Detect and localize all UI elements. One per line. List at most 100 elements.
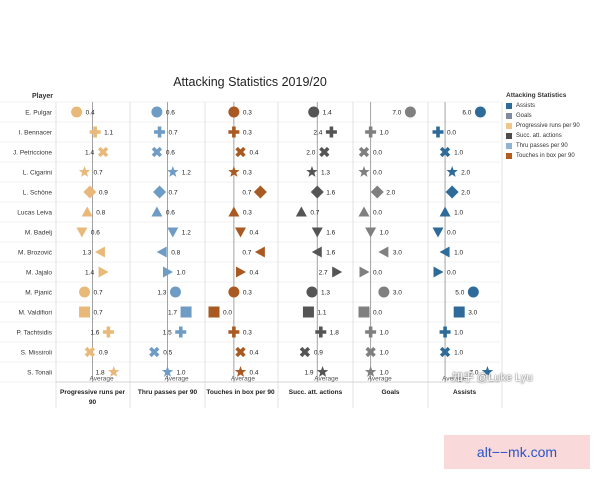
player-name-label: M. Brozović bbox=[18, 250, 53, 257]
data-value-label: 1.3 bbox=[321, 170, 330, 177]
data-value-label: 0.0 bbox=[447, 130, 456, 137]
legend-item-touches-in-box[interactable]: Touches in box per 90 bbox=[506, 151, 598, 161]
cross-marker-path bbox=[319, 146, 330, 158]
circle-marker bbox=[228, 106, 240, 118]
data-value-label: 0.7 bbox=[94, 170, 103, 177]
plus-marker bbox=[439, 326, 451, 338]
legend-item-assists[interactable]: Assists bbox=[506, 101, 598, 111]
star-marker bbox=[316, 366, 329, 377]
data-value-label: 1.9 bbox=[305, 370, 314, 377]
cross-marker bbox=[235, 346, 246, 358]
triangle-right-marker bbox=[433, 266, 444, 278]
column-axis-label: Goals bbox=[381, 389, 399, 396]
column-axis-label: Touches in box per 90 bbox=[206, 389, 275, 396]
data-value-label: 1.2 bbox=[182, 170, 191, 177]
cross-marker-path bbox=[235, 346, 246, 358]
cross-marker bbox=[365, 346, 376, 358]
cross-marker bbox=[299, 346, 311, 358]
plus-marker bbox=[365, 126, 377, 138]
legend-item-goals[interactable]: Goals bbox=[506, 111, 598, 121]
data-value-label: 1.0 bbox=[380, 230, 389, 237]
column-axis-label: 90 bbox=[89, 399, 97, 406]
data-value-label: 0.7 bbox=[169, 190, 178, 197]
legend-label: Goals bbox=[516, 113, 532, 119]
legend-label: Succ. att. actions bbox=[516, 133, 562, 139]
triangle-up-marker bbox=[295, 206, 307, 217]
data-value-label: 0.7 bbox=[242, 250, 251, 257]
legend-label: Progressive runs per 90 bbox=[516, 123, 580, 129]
data-value-label: 0.9 bbox=[314, 350, 323, 357]
triangle-up-marker bbox=[358, 206, 370, 217]
square-swatch-icon bbox=[506, 113, 512, 119]
star-marker bbox=[228, 166, 240, 177]
circle-marker bbox=[71, 106, 83, 118]
data-value-label: 0.7 bbox=[94, 290, 103, 297]
cross-marker-path bbox=[439, 146, 451, 158]
cross-marker bbox=[358, 146, 370, 158]
cross-marker bbox=[97, 146, 109, 158]
cross-marker-path bbox=[151, 146, 163, 158]
triangle-left-marker bbox=[94, 246, 105, 258]
legend-label: Thru passes per 90 bbox=[516, 143, 568, 149]
legend-item-thru-passes[interactable]: Thru passes per 90 bbox=[506, 141, 598, 151]
data-value-label: 1.0 bbox=[380, 130, 389, 137]
cross-marker-path bbox=[97, 146, 109, 158]
data-value-label: 3.0 bbox=[393, 250, 402, 257]
data-value-label: 1.6 bbox=[90, 330, 99, 337]
data-value-label: 1.5 bbox=[163, 330, 172, 337]
star-marker bbox=[481, 366, 494, 377]
data-value-label: 0.3 bbox=[243, 170, 252, 177]
star-marker bbox=[364, 366, 377, 377]
data-value-label: 0.4 bbox=[250, 150, 259, 157]
data-value-label: 0.6 bbox=[91, 230, 100, 237]
data-value-label: 3.0 bbox=[393, 290, 402, 297]
data-value-label: 2.7 bbox=[319, 270, 328, 277]
plus-marker bbox=[228, 326, 240, 338]
triangle-right-marker bbox=[236, 266, 246, 278]
cross-marker-path bbox=[149, 346, 160, 358]
legend-item-succ-att-actions[interactable]: Succ. att. actions bbox=[506, 131, 598, 141]
triangle-right-marker bbox=[163, 266, 173, 278]
data-value-label: 0.0 bbox=[373, 310, 382, 317]
diamond-marker bbox=[153, 185, 167, 199]
legend: Attacking Statistics Assists Goals Progr… bbox=[506, 92, 598, 161]
circle-marker bbox=[404, 106, 416, 118]
triangle-up-marker bbox=[81, 206, 93, 217]
star-marker bbox=[161, 366, 174, 377]
data-value-label: 1.0 bbox=[454, 210, 463, 217]
triangle-down-marker bbox=[311, 227, 323, 238]
data-value-label: 7.0 bbox=[392, 110, 401, 117]
plus-marker bbox=[228, 126, 240, 138]
square-swatch-icon bbox=[506, 123, 512, 129]
data-value-label: 0.5 bbox=[163, 350, 172, 357]
data-value-label: 1.0 bbox=[177, 270, 186, 277]
data-value-label: 0.3 bbox=[243, 130, 252, 137]
circle-marker bbox=[467, 286, 479, 298]
data-value-label: 1.6 bbox=[326, 250, 335, 257]
plus-marker bbox=[315, 326, 327, 338]
data-value-label: 1.0 bbox=[380, 370, 389, 377]
data-value-label: 0.3 bbox=[243, 330, 252, 337]
legend-title: Attacking Statistics bbox=[506, 92, 567, 99]
average-label: Average bbox=[90, 376, 114, 383]
column-axis-label: Progressive runs per bbox=[60, 389, 125, 396]
triangle-left-marker bbox=[439, 246, 450, 258]
average-label: Average bbox=[368, 376, 392, 383]
data-value-label: 2.4 bbox=[313, 130, 322, 137]
data-value-label: 0.8 bbox=[96, 210, 105, 217]
player-name-label: L. Cigarini bbox=[23, 170, 52, 177]
column-axis-label: Thru passes per 90 bbox=[138, 389, 198, 396]
diamond-marker bbox=[83, 185, 97, 199]
data-value-label: 0.9 bbox=[99, 350, 108, 357]
circle-marker bbox=[228, 286, 240, 298]
chart-title: Attacking Statistics 2019/20 bbox=[173, 75, 327, 89]
star-marker bbox=[107, 366, 120, 377]
triangle-left-marker bbox=[254, 246, 265, 258]
data-value-label: 1.0 bbox=[454, 350, 463, 357]
legend-item-progressive-runs[interactable]: Progressive runs per 90 bbox=[506, 121, 598, 131]
data-value-label: 1.0 bbox=[454, 250, 463, 257]
square-marker bbox=[453, 306, 465, 318]
average-label: Average bbox=[231, 376, 255, 383]
diamond-marker bbox=[445, 185, 459, 199]
